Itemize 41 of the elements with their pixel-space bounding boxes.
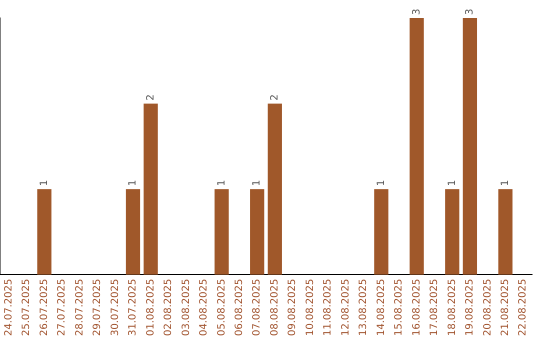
data-label: 1 — [128, 180, 139, 186]
x-tick-label: 16.08.2025 — [411, 278, 422, 336]
x-tick-label: 12.08.2025 — [340, 278, 352, 336]
x-tick-label: 31.07.2025 — [128, 278, 139, 336]
x-tick-label: 17.08.2025 — [429, 278, 440, 336]
x-tick-label: 01.08.2025 — [145, 278, 156, 336]
data-label: 2 — [269, 94, 280, 101]
data-label: 1 — [500, 180, 511, 186]
x-tick-label: 03.08.2025 — [180, 278, 192, 336]
x-tick-label: 25.07.2025 — [21, 278, 32, 336]
x-tick-label: 08.08.2025 — [269, 278, 280, 336]
data-label: 3 — [464, 8, 476, 15]
x-tick-label: 22.08.2025 — [518, 278, 529, 336]
x-tick-label: 14.08.2025 — [376, 278, 387, 336]
data-label: 3 — [411, 8, 422, 15]
x-tick-label: 05.08.2025 — [216, 278, 228, 336]
x-tick-label: 07.08.2025 — [252, 278, 263, 336]
x-tick-label: 27.07.2025 — [56, 278, 68, 336]
x-tick-label: 06.08.2025 — [234, 278, 245, 336]
x-tick-label: 02.08.2025 — [163, 278, 174, 336]
x-tick-label: 20.08.2025 — [482, 278, 494, 336]
data-label: 1 — [446, 180, 458, 186]
x-tick-label: 11.08.2025 — [322, 278, 334, 336]
x-tick-label: 26.07.2025 — [38, 278, 50, 336]
data-label: 1 — [216, 180, 228, 186]
x-tick-label: 29.07.2025 — [92, 278, 104, 336]
x-tick-label: 19.08.2025 — [464, 278, 476, 336]
x-tick-label: 04.08.2025 — [198, 278, 210, 336]
x-tick-label: 13.08.2025 — [358, 278, 370, 336]
data-label: 1 — [38, 180, 50, 186]
data-label: 1 — [376, 180, 387, 186]
x-tick-label: 18.08.2025 — [446, 278, 458, 336]
x-tick-label: 30.07.2025 — [110, 278, 121, 336]
x-tick-label: 15.08.2025 — [394, 278, 405, 336]
x-tick-label: 24.07.2025 — [3, 278, 14, 336]
data-label: 2 — [145, 94, 156, 101]
x-tick-label: 28.07.2025 — [74, 278, 86, 336]
data-label: 1 — [252, 180, 263, 186]
x-tick-label: 09.08.2025 — [287, 278, 298, 336]
x-tick-label: 21.08.2025 — [500, 278, 511, 336]
x-tick-label: 10.08.2025 — [304, 278, 316, 336]
